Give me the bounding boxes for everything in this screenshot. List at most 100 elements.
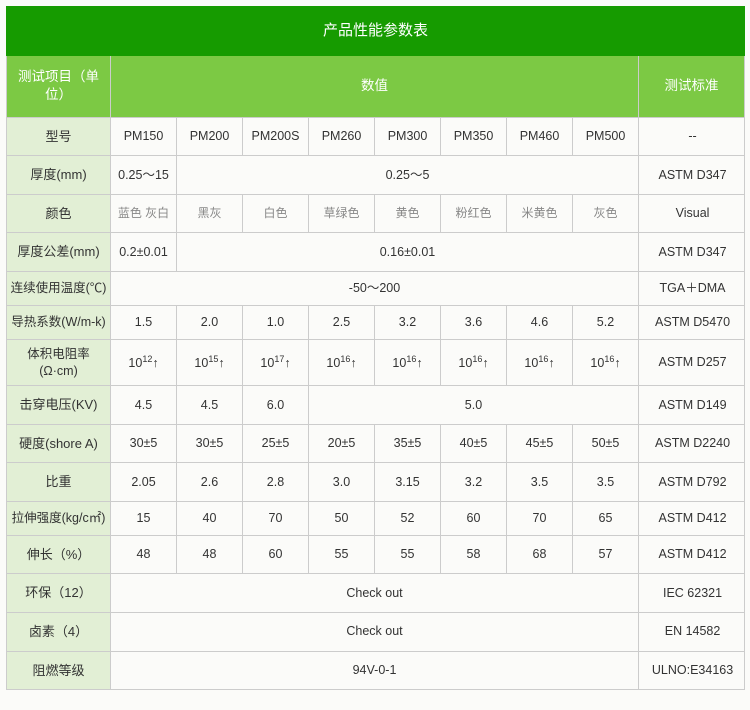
std: EN 14582: [639, 612, 745, 651]
label-thermal: 导热系数(W/m-k): [7, 305, 111, 339]
label-sg: 比重: [7, 463, 111, 502]
cell: 25±5: [243, 424, 309, 463]
cell: 1016↑: [441, 339, 507, 386]
cell: 4.5: [177, 386, 243, 425]
cell: 0.16±0.01: [177, 233, 639, 272]
row-env: 环保（12） Check out IEC 62321: [7, 574, 745, 613]
cell: 1017↑: [243, 339, 309, 386]
cell: 94V-0-1: [111, 651, 639, 690]
std: TGA＋DMA: [639, 271, 745, 305]
row-model: 型号 PM150 PM200 PM200S PM260 PM300 PM350 …: [7, 117, 745, 156]
cell: 35±5: [375, 424, 441, 463]
row-color: 颜色 蓝色 灰白 黑灰 白色 草绿色 黄色 粉红色 米黄色 灰色 Visual: [7, 194, 745, 233]
cell: 3.5: [507, 463, 573, 502]
cell: PM150: [111, 117, 177, 156]
cell: 70: [507, 502, 573, 536]
label-volres: 体积电阻率(Ω·cm): [7, 339, 111, 386]
cell: 52: [375, 502, 441, 536]
cell: Check out: [111, 574, 639, 613]
row-sg: 比重 2.05 2.6 2.8 3.0 3.15 3.2 3.5 3.5 AST…: [7, 463, 745, 502]
std: ASTM D412: [639, 502, 745, 536]
row-flame: 阻燃等级 94V-0-1 ULNO:E34163: [7, 651, 745, 690]
cell: 3.2: [375, 305, 441, 339]
cell: PM200: [177, 117, 243, 156]
cell: 1015↑: [177, 339, 243, 386]
std: ASTM D257: [639, 339, 745, 386]
cell: 48: [177, 535, 243, 574]
row-temp: 连续使用温度(℃) -50～200 TGA＋DMA: [7, 271, 745, 305]
cell: 2.0: [177, 305, 243, 339]
cell: 6.0: [243, 386, 309, 425]
cell: 灰色: [573, 194, 639, 233]
cell: -50～200: [111, 271, 639, 305]
cell: Check out: [111, 612, 639, 651]
cell: 5.2: [573, 305, 639, 339]
cell: 2.6: [177, 463, 243, 502]
label-thickness: 厚度(mm): [7, 156, 111, 195]
label-tolerance: 厚度公差(mm): [7, 233, 111, 272]
row-halogen: 卤素（4） Check out EN 14582: [7, 612, 745, 651]
std: ASTM D412: [639, 535, 745, 574]
row-tolerance: 厚度公差(mm) 0.2±0.01 0.16±0.01 ASTM D347: [7, 233, 745, 272]
cell: 2.5: [309, 305, 375, 339]
cell: 30±5: [111, 424, 177, 463]
cell: 黑灰: [177, 194, 243, 233]
cell: 3.5: [573, 463, 639, 502]
std: ASTM D347: [639, 233, 745, 272]
cell: 1016↑: [309, 339, 375, 386]
std: ASTM D792: [639, 463, 745, 502]
cell: 60: [243, 535, 309, 574]
title-row: 产品性能参数表: [7, 7, 745, 56]
cell: 4.6: [507, 305, 573, 339]
cell: 2.05: [111, 463, 177, 502]
cell: 15: [111, 502, 177, 536]
label-color: 颜色: [7, 194, 111, 233]
cell: 70: [243, 502, 309, 536]
cell: PM260: [309, 117, 375, 156]
cell: 55: [309, 535, 375, 574]
header-test-item: 测试项目（单位）: [7, 56, 111, 117]
header-value: 数值: [111, 56, 639, 117]
row-elong: 伸长（%） 48 48 60 55 55 58 68 57 ASTM D412: [7, 535, 745, 574]
row-breakdown: 击穿电压(KV) 4.5 4.5 6.0 5.0 ASTM D149: [7, 386, 745, 425]
cell: 草绿色: [309, 194, 375, 233]
label-elong: 伸长（%）: [7, 535, 111, 574]
cell: 65: [573, 502, 639, 536]
cell: 2.8: [243, 463, 309, 502]
row-thickness: 厚度(mm) 0.25～15 0.25～5 ASTM D347: [7, 156, 745, 195]
cell: 粉红色: [441, 194, 507, 233]
cell: 68: [507, 535, 573, 574]
label-breakdown: 击穿电压(KV): [7, 386, 111, 425]
row-thermal: 导热系数(W/m-k) 1.5 2.0 1.0 2.5 3.2 3.6 4.6 …: [7, 305, 745, 339]
label-hardness: 硬度(shore A): [7, 424, 111, 463]
cell: PM460: [507, 117, 573, 156]
cell: PM300: [375, 117, 441, 156]
cell: 55: [375, 535, 441, 574]
label-env: 环保（12）: [7, 574, 111, 613]
cell: PM200S: [243, 117, 309, 156]
cell: 58: [441, 535, 507, 574]
std: ASTM D347: [639, 156, 745, 195]
row-volres: 体积电阻率(Ω·cm) 1012↑ 1015↑ 1017↑ 1016↑ 1016…: [7, 339, 745, 386]
cell: 40±5: [441, 424, 507, 463]
cell: 5.0: [309, 386, 639, 425]
cell: 蓝色 灰白: [111, 194, 177, 233]
label-model: 型号: [7, 117, 111, 156]
cell: 1016↑: [507, 339, 573, 386]
cell: 3.6: [441, 305, 507, 339]
label-flame: 阻燃等级: [7, 651, 111, 690]
row-tensile: 拉伸强度(kg/c㎡) 15 40 70 50 52 60 70 65 ASTM…: [7, 502, 745, 536]
cell: 黄色: [375, 194, 441, 233]
cell: 40: [177, 502, 243, 536]
std: ASTM D2240: [639, 424, 745, 463]
cell: 米黄色: [507, 194, 573, 233]
cell: 48: [111, 535, 177, 574]
header-row: 测试项目（单位） 数值 测试标准: [7, 56, 745, 117]
std: IEC 62321: [639, 574, 745, 613]
cell: 4.5: [111, 386, 177, 425]
cell: 1016↑: [573, 339, 639, 386]
label-tensile: 拉伸强度(kg/c㎡): [7, 502, 111, 536]
cell: 20±5: [309, 424, 375, 463]
spec-table: 产品性能参数表 测试项目（单位） 数值 测试标准 型号 PM150 PM200 …: [6, 6, 745, 690]
std: ASTM D149: [639, 386, 745, 425]
